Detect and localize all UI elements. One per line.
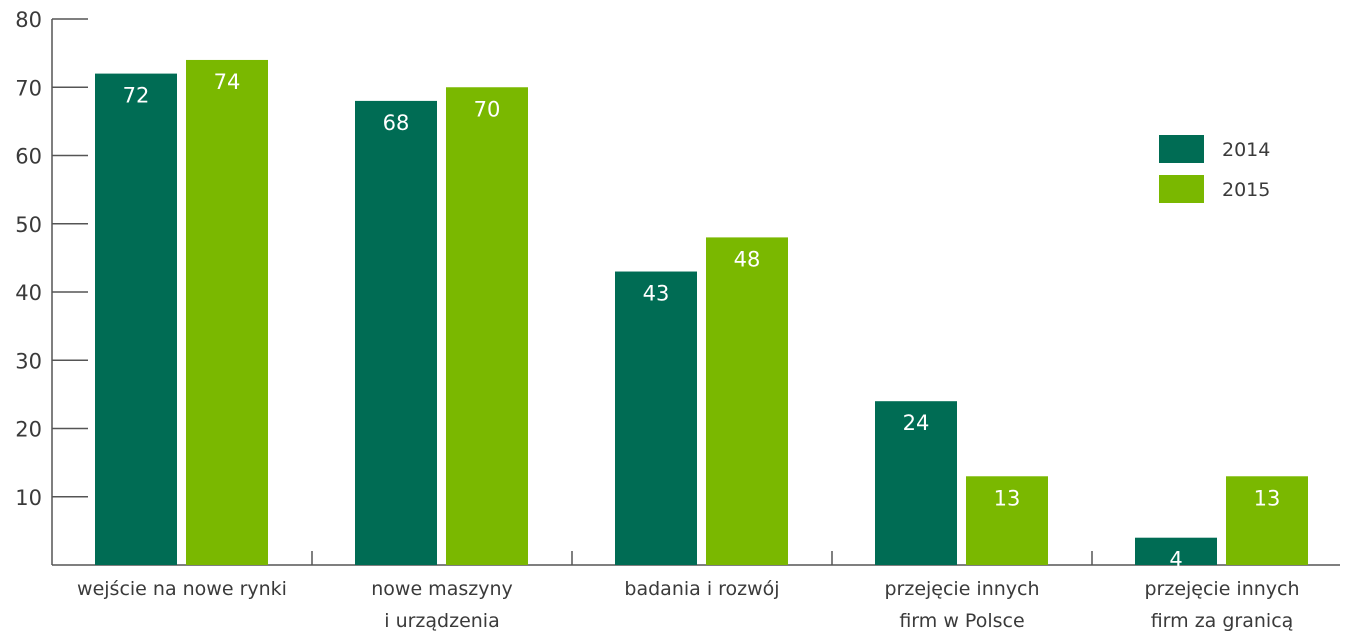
bar-2014 — [95, 73, 177, 565]
bar-value-label: 13 — [994, 486, 1021, 510]
legend: 2014 2015 — [1159, 135, 1270, 203]
legend-swatch-2015 — [1159, 175, 1204, 203]
x-category-label: nowe maszyny — [371, 578, 513, 600]
bar-value-label: 43 — [643, 282, 670, 306]
bar-2014 — [355, 100, 437, 566]
y-axis: 10 20 30 40 50 60 70 80 — [15, 8, 88, 565]
y-tick-label: 10 — [15, 486, 42, 510]
bar-2015 — [966, 476, 1048, 565]
bars: 72 74 68 70 43 48 24 13 4 13 — [95, 59, 1308, 572]
x-axis: wejście na nowe rynki nowe maszyny i urząd… — [52, 551, 1340, 632]
y-tick-label: 50 — [15, 213, 42, 237]
x-category-label: firm za granicą — [1151, 610, 1294, 632]
bar-value-label: 74 — [214, 70, 241, 94]
bar-value-label: 72 — [123, 84, 150, 108]
bar-value-label: 70 — [474, 97, 501, 121]
y-tick-label: 70 — [15, 76, 42, 100]
y-tick-label: 60 — [15, 145, 42, 169]
x-category-label: i urządzenia — [384, 610, 499, 632]
bar-2014 — [615, 271, 697, 565]
bar-2015 — [1226, 476, 1308, 565]
bar-value-label: 13 — [1254, 486, 1281, 510]
x-category-label: przejęcie innych — [884, 578, 1039, 600]
y-tick-label: 40 — [15, 281, 42, 305]
x-category-label: przejęcie innych — [1144, 578, 1299, 600]
bar-2014 — [875, 401, 957, 565]
bar-2015 — [706, 237, 788, 565]
legend-label: 2014 — [1222, 139, 1270, 161]
bar-2015 — [446, 87, 528, 565]
y-tick-label: 30 — [15, 349, 42, 373]
bar-value-label: 24 — [903, 411, 930, 435]
x-category-label: wejście na nowe rynki — [77, 578, 287, 600]
x-category-label: firm w Polsce — [899, 610, 1024, 632]
bar-value-label: 68 — [383, 111, 410, 135]
legend-swatch-2014 — [1159, 135, 1204, 163]
x-category-label: badania i rozwój — [624, 578, 779, 600]
bar-2014 — [1135, 537, 1217, 565]
bar-2015 — [186, 59, 268, 565]
y-tick-label: 80 — [15, 8, 42, 32]
bar-value-label: 48 — [734, 247, 761, 271]
legend-label: 2015 — [1222, 179, 1270, 201]
bar-value-label: 4 — [1169, 548, 1182, 572]
y-tick-label: 20 — [15, 418, 42, 442]
